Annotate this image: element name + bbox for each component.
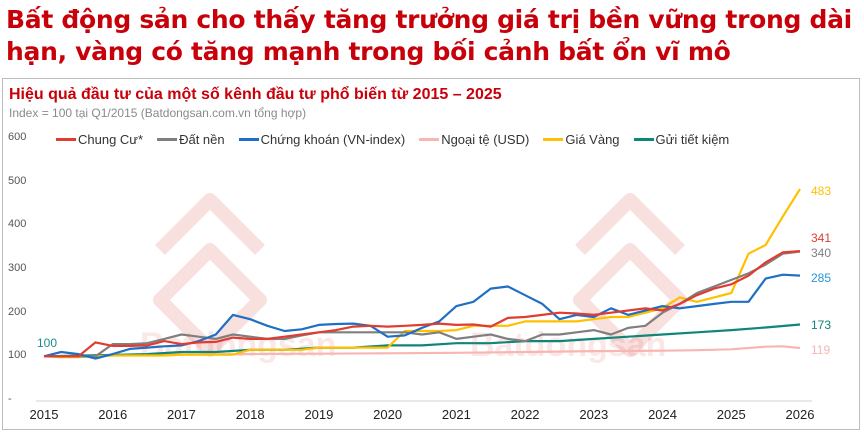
x-tick-label: 2018 [235,407,265,422]
y-tick-label: 500 [8,174,27,187]
x-tick-label: 2022 [510,407,540,422]
legend-item: Chung Cư* [56,132,143,147]
chart-subtitle: Index = 100 tại Q1/2015 (Batdongsan.com.… [9,106,307,120]
x-tick-label: 2016 [98,407,128,422]
series-line [43,188,801,359]
legend-swatch [157,138,178,141]
legend-label: Chứng khoán (VN-index) [260,132,406,147]
series-line [44,250,801,358]
y-tick-label: 200 [8,305,27,318]
y-tick-label: - [8,393,12,405]
x-tick-label: 2021 [441,407,471,422]
legend-label: Gửi tiết kiệm [655,132,730,147]
legend-item: Giá Vàng [543,132,620,147]
series-line [43,323,801,358]
series-end-label: 340 [811,246,832,260]
series-end-label: 341 [811,231,832,245]
legend-item: Đất nền [157,132,225,147]
series-end-label: 173 [811,318,832,332]
headline: Bất động sản cho thấy tăng trưởng giá tr… [6,5,852,66]
y-tick-label: 600 [8,131,27,143]
x-tick-label: 2019 [304,407,334,422]
series-end-label: 483 [811,184,832,198]
y-tick-label: 100 [8,349,27,362]
legend-item: Gửi tiết kiệm [633,132,730,147]
x-tick-label: 2023 [579,407,609,422]
x-tick-label: 2024 [648,407,677,422]
legend-label: Đất nền [179,132,225,147]
x-tick-label: 2025 [716,407,746,422]
chart-title: Hiệu quả đầu tư của một số kênh đầu tư p… [9,86,502,103]
legend-swatch [56,138,76,141]
legend-item: Chứng khoán (VN-index) [238,132,406,147]
series-end-label: 285 [811,271,832,285]
legend-swatch [543,138,564,141]
x-tick-label: 2020 [373,407,403,422]
y-tick-label: 300 [8,262,27,274]
series-line [43,273,801,360]
legend-swatch [419,138,440,141]
legend-swatch [238,138,259,141]
legend-item: Ngoại tệ (USD) [419,132,529,147]
chart-legend: Chung Cư* Đất nền Chứng khoán (VN-index) Ng… [56,132,743,147]
legend-label: Giá Vàng [565,132,620,147]
legend-swatch [633,138,654,141]
x-tick-label: 2017 [166,407,196,422]
series-end-label: 119 [811,343,831,357]
legend-label: Chung Cư* [78,132,144,147]
series-line [44,250,801,358]
x-tick-label: 2015 [29,407,59,422]
start-value-label: 100 [37,336,58,350]
chart-container [2,78,860,430]
y-tick-label: 400 [8,218,27,231]
legend-label: Ngoại tệ (USD) [441,132,530,147]
x-tick-label: 2026 [785,407,815,422]
